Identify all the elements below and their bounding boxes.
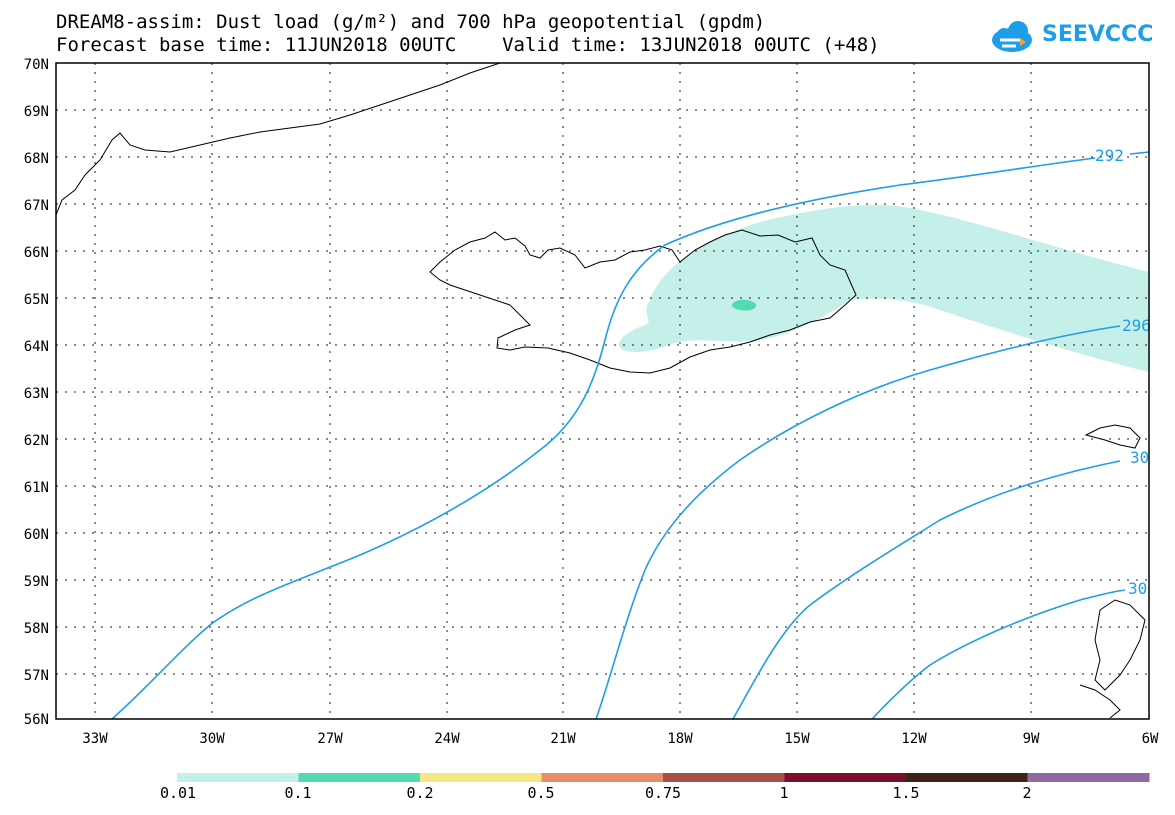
lon-label: 18W xyxy=(667,731,693,747)
lat-label: 57N xyxy=(24,668,49,684)
contour-300 xyxy=(732,460,1121,719)
lon-label: 12W xyxy=(901,731,927,747)
lon-label: 15W xyxy=(784,731,810,747)
lat-label: 70N xyxy=(24,57,49,73)
lat-axis: 70N 69N 68N 67N 66N 65N 64N 63N 62N 61N … xyxy=(24,57,49,728)
lat-label: 60N xyxy=(24,527,49,543)
map-subtitle: Forecast base time: 11JUN2018 00UTC Vali… xyxy=(56,34,880,56)
lat-label: 62N xyxy=(24,433,49,449)
lat-label: 59N xyxy=(24,574,49,590)
contour-label-304: 30 xyxy=(1128,579,1147,598)
contour-label-300: 30 xyxy=(1130,448,1149,467)
lon-label: 30W xyxy=(199,731,225,747)
lat-label: 58N xyxy=(24,621,49,637)
dust-plume-mid xyxy=(731,299,757,311)
lon-label: 6W xyxy=(1142,731,1159,747)
lat-label: 64N xyxy=(24,339,49,355)
logo-text: SEEVCCC xyxy=(1042,22,1154,47)
lat-label: 61N xyxy=(24,480,49,496)
contour-304 xyxy=(871,589,1126,719)
lat-label: 67N xyxy=(24,198,49,214)
contour-label-292: 292 xyxy=(1095,146,1124,165)
contour-label-296: 296 xyxy=(1122,316,1151,335)
lon-label: 27W xyxy=(317,731,343,747)
cloud-icon xyxy=(992,21,1032,52)
lat-label: 69N xyxy=(24,104,49,120)
lat-label: 65N xyxy=(24,292,49,308)
lon-label: 24W xyxy=(434,731,460,747)
map-title: DREAM8-assim: Dust load (g/m²) and 700 h… xyxy=(56,11,766,33)
seevccc-logo xyxy=(992,21,1032,52)
lat-label: 56N xyxy=(24,712,49,728)
contour-292 xyxy=(111,157,1096,719)
lon-axis: 33W 30W 27W 24W 21W 18W 15W 12W 9W 6W xyxy=(82,731,1159,747)
dust-plume-low xyxy=(619,204,1149,372)
map-border xyxy=(55,62,1150,720)
lat-label: 68N xyxy=(24,151,49,167)
lon-label: 21W xyxy=(550,731,576,747)
map-frame xyxy=(56,63,1149,719)
coastlines xyxy=(56,63,1146,719)
lon-label: 9W xyxy=(1023,731,1040,747)
lat-label: 63N xyxy=(24,386,49,402)
contour-296 xyxy=(595,325,1121,719)
lon-label: 33W xyxy=(82,731,108,747)
contour-292-tail xyxy=(1129,151,1149,155)
graticule xyxy=(56,63,1149,719)
lat-label: 66N xyxy=(24,245,49,261)
